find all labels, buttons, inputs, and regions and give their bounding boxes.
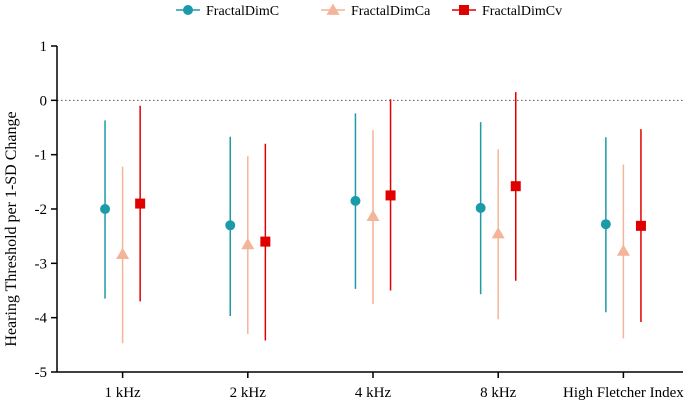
legend-label: FractalDimC <box>206 4 279 19</box>
data-point-triangle <box>616 244 630 256</box>
legend-item-FractalDimCa: FractalDimCa <box>321 3 431 19</box>
series-FractalDimCv <box>135 92 646 341</box>
y-tick-label: -5 <box>35 365 48 381</box>
legend: FractalDimC FractalDimCa FractalDimCv <box>176 3 562 19</box>
data-point-circle <box>100 204 111 214</box>
data-point-circle <box>225 220 236 231</box>
data-point-square <box>135 198 146 209</box>
data-point-triangle <box>241 237 255 250</box>
y-tick-label: -3 <box>35 256 48 272</box>
data-point-circle <box>475 202 486 213</box>
series-FractalDimCa <box>116 130 630 344</box>
legend-label: FractalDimCa <box>351 4 431 19</box>
legend-label: FractalDimCv <box>482 4 562 19</box>
y-tick-label: -2 <box>35 202 48 218</box>
x-tick-label: High Fletcher Index <box>563 385 684 401</box>
x-tick-label: 8 kHz <box>480 385 517 401</box>
legend-marker-circle <box>183 5 193 15</box>
y-tick-label: -1 <box>35 148 48 164</box>
legend-marker-square <box>459 5 469 15</box>
data-point-triangle <box>366 209 380 221</box>
data-point-circle <box>350 195 361 206</box>
data-point-square <box>385 190 396 201</box>
axes: 1 0 -1 -2 -3 -4 -5 1 kHz 2 kHz 4 kHz 8 kHz High Fle… <box>35 39 685 401</box>
data-point-triangle <box>116 247 130 259</box>
data-point-triangle <box>491 226 505 239</box>
y-tick-label: 0 <box>40 93 48 109</box>
data-point-circle <box>600 219 611 230</box>
data-marks <box>100 92 646 344</box>
data-point-square <box>635 220 646 231</box>
y-tick-label: -4 <box>35 311 48 327</box>
y-axis-title: Hearing Threshold per 1-SD Change <box>3 111 20 346</box>
x-tick-label: 4 kHz <box>355 385 392 401</box>
data-point-square <box>510 181 521 192</box>
series-FractalDimC <box>100 113 611 317</box>
legend-item-FractalDimC: FractalDimC <box>176 4 279 19</box>
legend-marker-triangle <box>326 3 340 15</box>
x-tick-label: 2 kHz <box>230 385 267 401</box>
data-point-square <box>260 236 271 247</box>
x-tick-label: 1 kHz <box>104 385 141 401</box>
y-tick-label: 1 <box>40 39 48 55</box>
legend-item-FractalDimCv: FractalDimCv <box>452 4 562 19</box>
